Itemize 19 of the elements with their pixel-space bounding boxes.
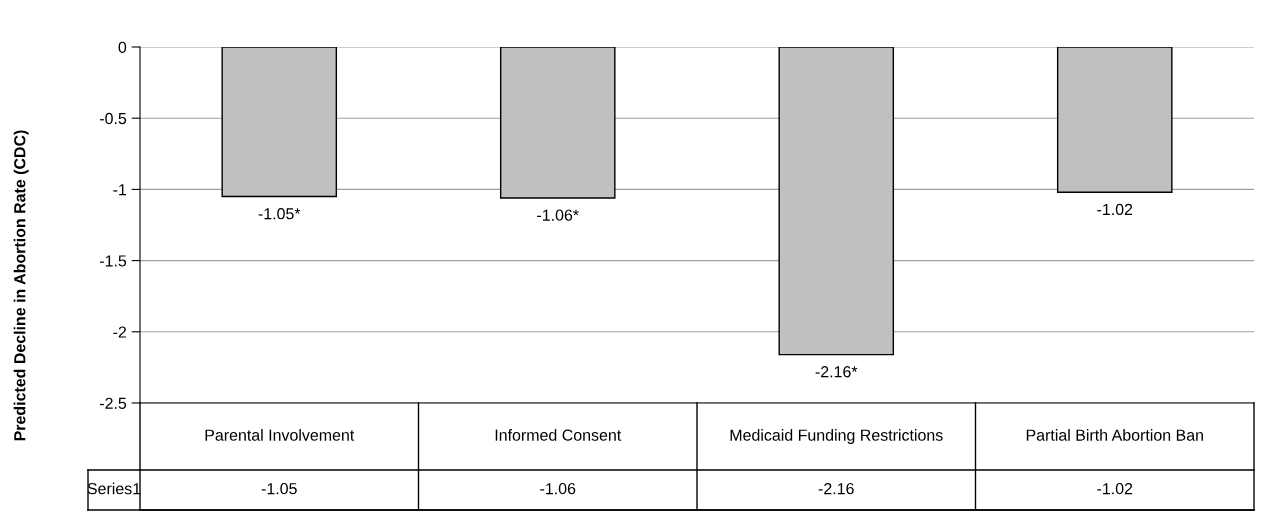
y-tick-label: -1 [113, 184, 127, 196]
data-label: -1.05 [261, 482, 297, 495]
annotation: -1.02 [1097, 203, 1133, 216]
y-tick-label: -1.5 [99, 255, 127, 267]
x-tick-label: Informed Consent [495, 429, 622, 441]
data-label: -1.06 [540, 482, 576, 495]
data-label: -2.16 [818, 482, 854, 495]
y-axis-title: Predicted Decline in Abortion Rate (CDC) [13, 130, 29, 441]
annotation: -2.16* [815, 366, 858, 378]
y-tick-label: -0.5 [99, 112, 127, 125]
annotation: -1.06* [537, 209, 579, 221]
x-tick-label: Medicaid Funding Restrictions [730, 429, 943, 444]
x-tick-label: Partial Birth Abortion Ban [1026, 429, 1203, 441]
annotation: -1.05* [258, 208, 301, 220]
y-tick-label: 0 [118, 41, 127, 53]
y-tick-label: -2 [113, 326, 127, 338]
y-tick-label: -2.5 [99, 397, 127, 409]
data-label: -1.02 [1097, 482, 1133, 495]
x-tick-label: Parental Involvement [205, 429, 355, 441]
